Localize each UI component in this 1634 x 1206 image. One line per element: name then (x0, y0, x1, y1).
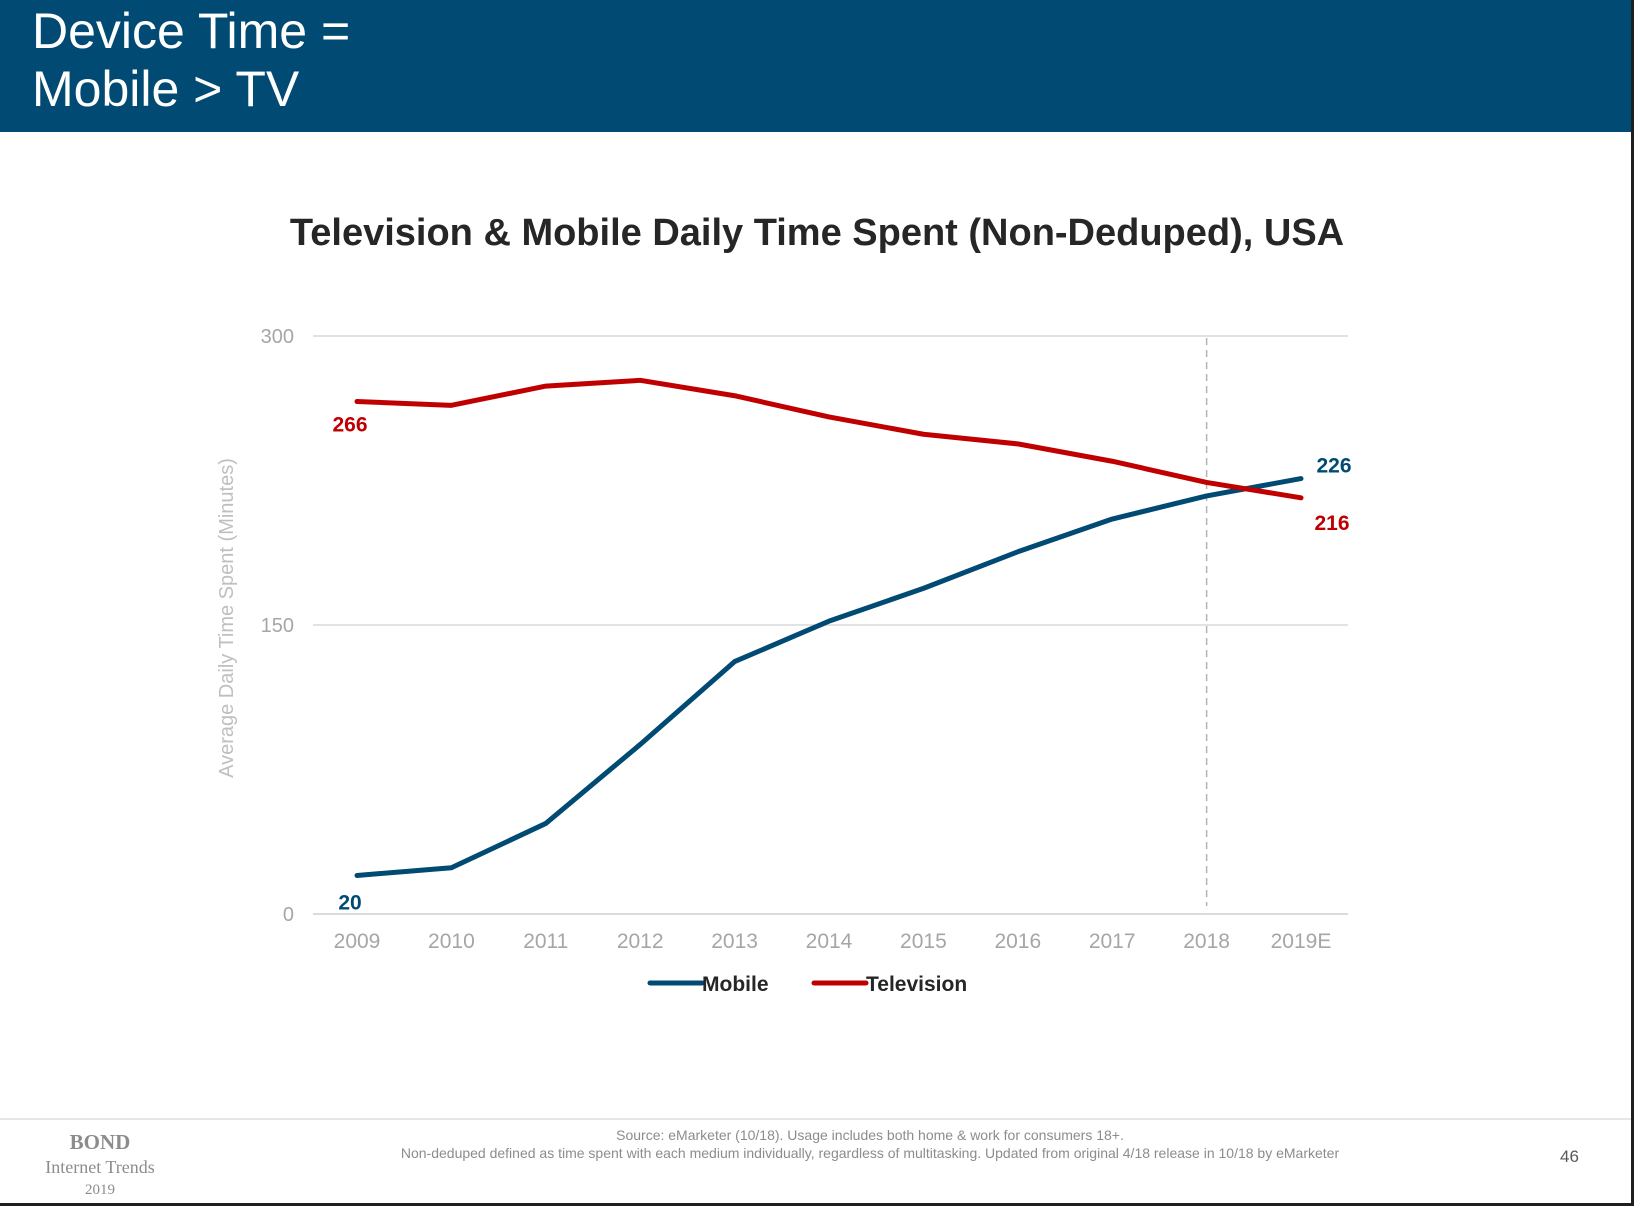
x-tick-label: 2009 (334, 930, 381, 953)
x-tick-label: 2010 (428, 930, 475, 953)
x-tick-label: 2018 (1183, 930, 1230, 953)
line-chart: 0 150 300 2009 2010 2011 2012 2013 2014 2015 2016 2… (216, 326, 1352, 996)
x-tick-label: 2019E (1271, 930, 1332, 953)
source-line1: Source: eMarketer (10/18). Usage include… (616, 1127, 1124, 1143)
x-tick-label: 2012 (617, 930, 664, 953)
chart-title: Television & Mobile Daily Time Spent (No… (289, 212, 1345, 254)
slide-title-line2: Mobile > TV (32, 61, 300, 117)
data-label-television-start: 266 (332, 414, 367, 437)
x-tick-label: 2013 (711, 930, 758, 953)
brand-logo: BOND Internet Trends 2019 (30, 1130, 170, 1201)
source-line2: Non-deduped defined as time spent with e… (400, 1145, 1340, 1161)
legend-label-mobile: Mobile (702, 973, 769, 996)
slide-title-line1: Device Time = (32, 3, 351, 59)
y-axis-label: Average Daily Time Spent (Minutes) (216, 458, 238, 778)
slide-title: Device Time = Mobile > TV (32, 2, 350, 118)
x-tick-label: 2017 (1089, 930, 1136, 953)
x-tick-label: 2014 (806, 930, 853, 953)
x-tick-label: 2011 (523, 930, 568, 953)
slide-border (1631, 0, 1634, 1206)
data-label-television-end: 216 (1314, 512, 1349, 535)
series-line-mobile (354, 476, 1304, 878)
x-tick-label: 2015 (900, 930, 947, 953)
data-label-mobile-end: 226 (1316, 455, 1351, 478)
page-number: 46 (1560, 1147, 1579, 1166)
y-tick-label: 0 (283, 904, 294, 926)
y-tick-label: 300 (261, 326, 294, 348)
y-tick-label: 150 (261, 615, 294, 637)
footer-divider (0, 1118, 1634, 1120)
brand-name: BOND (69, 1130, 131, 1154)
series-line-television (354, 377, 1304, 501)
data-label-mobile-start: 20 (338, 891, 361, 914)
slide-bottom-border (0, 1203, 1634, 1206)
brand-year: 2019 (85, 1182, 115, 1198)
brand-subtitle: Internet Trends (45, 1157, 155, 1177)
source-note: Source: eMarketer (10/18). Usage include… (300, 1126, 1440, 1162)
legend-label-television: Television (866, 973, 967, 996)
slide-header: Device Time = Mobile > TV (0, 0, 1634, 132)
x-tick-label: 2016 (994, 930, 1041, 953)
